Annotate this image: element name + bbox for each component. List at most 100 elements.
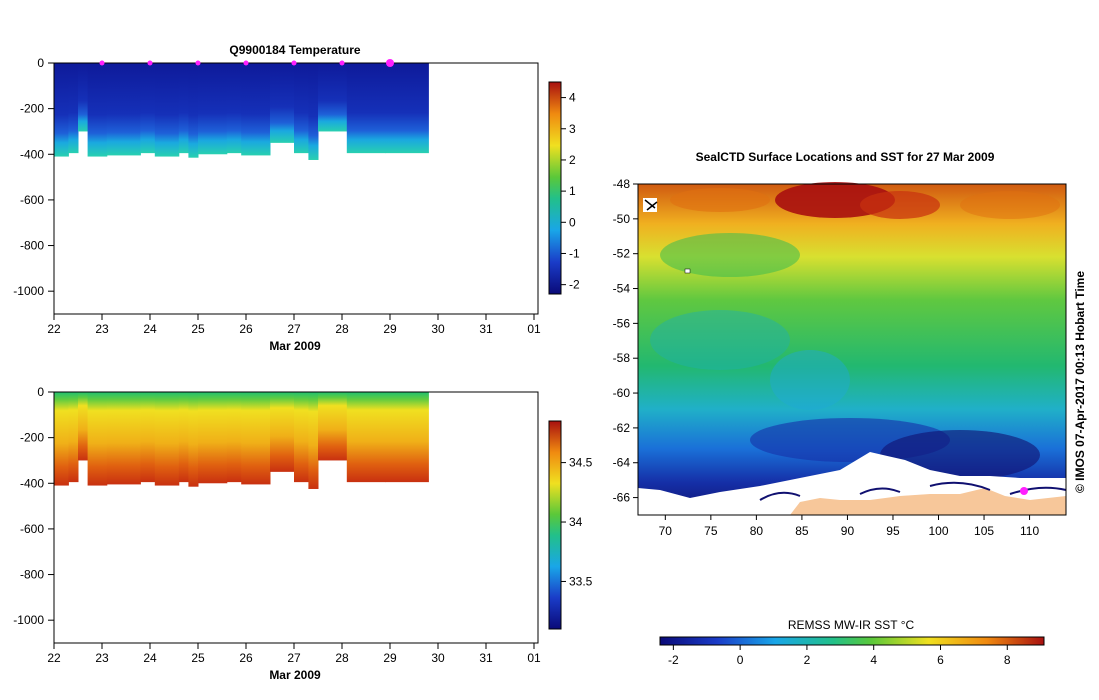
profile-marker: [195, 60, 201, 66]
profile-column: [78, 392, 89, 461]
profile-column: [106, 392, 141, 485]
colorbar-tick-label: 4: [870, 653, 877, 667]
profile-column: [318, 63, 348, 132]
cyan-patch: [770, 350, 850, 410]
x-tick-label: 23: [95, 322, 109, 336]
sst-map-panel: SealCTD Surface Locations and SST for 27…: [613, 150, 1087, 667]
temperature-xlabel: Mar 2009: [269, 339, 321, 353]
profile-column: [198, 392, 228, 484]
x-tick-label: 95: [886, 524, 900, 538]
y-tick-label: -66: [613, 491, 631, 505]
y-tick-label: -64: [613, 456, 631, 470]
x-tick-label: 22: [47, 651, 61, 665]
sst-colorbar: [659, 636, 1045, 646]
y-tick-label: -62: [613, 421, 631, 435]
antarctic-land: [790, 488, 1066, 515]
profile-marker: [339, 60, 345, 66]
temperature-section-data: [54, 63, 429, 160]
copyright-label: © IMOS 07-Apr-2017 00:13 Hobart Time: [1073, 271, 1087, 493]
y-tick-label: 0: [37, 385, 44, 399]
profile-column: [178, 392, 189, 483]
colorbar-tick-label: 6: [937, 653, 944, 667]
cyan-patch: [650, 310, 790, 370]
x-tick-label: 29: [383, 322, 397, 336]
colorbar-tick-label: 4: [569, 91, 576, 105]
profile-column: [294, 392, 309, 483]
colorbar-tick-label: -2: [569, 278, 580, 292]
y-tick-label: -52: [613, 247, 631, 261]
warm-patch: [670, 188, 770, 212]
green-patch: [660, 233, 800, 277]
y-tick-label: 0: [37, 56, 44, 70]
profile-column: [87, 392, 108, 486]
x-tick-label: 01: [527, 651, 541, 665]
profile-column: [241, 392, 271, 485]
salinity-y-axis: 0 -200 -400 -600 -800 -1000: [13, 385, 54, 627]
sst-map-x-axis: 70 75 80 85 90 95 100 105 110: [659, 515, 1039, 538]
y-tick-label: -1000: [13, 613, 44, 627]
island-marker: [643, 198, 691, 274]
salinity-colorbar: [548, 420, 562, 630]
y-tick-label: -400: [20, 147, 44, 161]
y-tick-label: -600: [20, 193, 44, 207]
temperature-colorbar-ticks: 4 3 2 1 0 -1 -2: [561, 91, 580, 292]
profile-column: [241, 63, 271, 156]
colorbar-tick-label: 0: [737, 653, 744, 667]
x-tick-label: 70: [659, 524, 673, 538]
profile-column: [294, 63, 309, 154]
colorbar-tick-label: 2: [569, 153, 576, 167]
salinity-xlabel: Mar 2009: [269, 668, 321, 682]
profile-column: [308, 63, 319, 160]
sst-colorbar-label: REMSS MW-IR SST °C: [788, 618, 915, 632]
colorbar-tick-label: 2: [804, 653, 811, 667]
x-tick-label: 100: [928, 524, 948, 538]
seal-location-marker: [1020, 487, 1028, 495]
coastline: [759, 481, 1067, 501]
salinity-panel: 22 23 24 25 26 27 28 29 30 31 01 0 -200 -400 -600 -800…: [13, 385, 592, 682]
y-tick-label: -58: [613, 351, 631, 365]
temperature-y-axis: 0 -200 -400 -600 -800 -1000: [13, 56, 54, 298]
y-tick-label: -400: [20, 476, 44, 490]
salinity-x-axis: 22 23 24 25 26 27 28 29 30 31 01: [47, 643, 541, 665]
profile-column: [308, 392, 319, 489]
profile-column: [54, 392, 69, 486]
salinity-plot-frame: [53, 391, 539, 644]
x-tick-label: 25: [191, 651, 205, 665]
profile-column: [154, 63, 180, 157]
y-tick-label: -600: [20, 522, 44, 536]
y-tick-label: -56: [613, 316, 631, 330]
temperature-x-axis: 22 23 24 25 26 27 28 29 30 31 01: [47, 314, 541, 336]
profile-column: [54, 63, 69, 157]
profile-column: [154, 392, 180, 486]
x-tick-label: 01: [527, 322, 541, 336]
profile-column: [140, 392, 156, 483]
colorbar-tick-label: 1: [569, 184, 576, 198]
y-tick-label: -800: [20, 239, 44, 253]
x-tick-label: 105: [974, 524, 994, 538]
profile-column: [140, 63, 156, 154]
x-tick-label: 22: [47, 322, 61, 336]
profile-column: [78, 63, 89, 132]
colorbar-tick-label: 3: [569, 122, 576, 136]
x-tick-label: 28: [335, 651, 349, 665]
profile-marker: [147, 60, 153, 66]
x-tick-label: 75: [704, 524, 718, 538]
colorbar-tick-label: -2: [668, 653, 679, 667]
x-tick-label: 24: [143, 651, 157, 665]
temperature-title: Q9900184 Temperature: [229, 43, 361, 57]
profile-marker: [291, 60, 297, 66]
x-tick-label: 29: [383, 651, 397, 665]
x-tick-label: 27: [287, 651, 301, 665]
colorbar-tick-label: 34.5: [569, 456, 593, 470]
x-tick-label: 23: [95, 651, 109, 665]
profile-marker: [99, 60, 105, 66]
colorbar-tick-label: 34: [569, 515, 583, 529]
profile-marker: [243, 60, 249, 66]
y-tick-label: -60: [613, 386, 631, 400]
x-tick-label: 25: [191, 322, 205, 336]
y-tick-label: -54: [613, 282, 631, 296]
x-tick-label: 26: [239, 322, 253, 336]
warm-patch: [860, 191, 940, 219]
profile-column: [198, 63, 228, 155]
profile-column: [226, 392, 242, 483]
